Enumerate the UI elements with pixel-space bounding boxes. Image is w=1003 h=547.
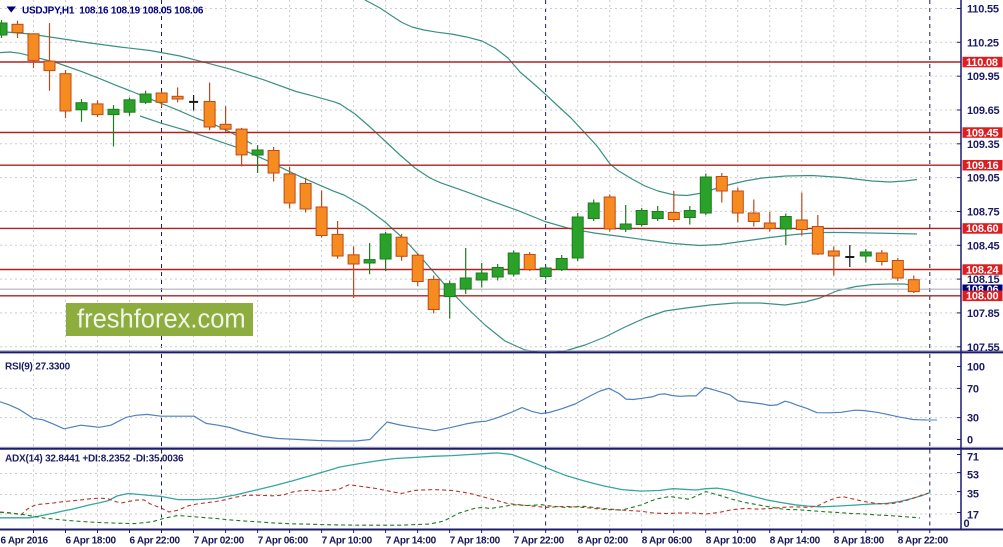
- svg-text:8 Apr 14:00: 8 Apr 14:00: [770, 536, 821, 547]
- svg-text:71: 71: [967, 452, 979, 464]
- svg-text:RSI(9) 27.3300: RSI(9) 27.3300: [5, 362, 71, 373]
- svg-text:6 Apr 18:00: 6 Apr 18:00: [66, 536, 117, 547]
- svg-text:109.05: 109.05: [967, 173, 1000, 185]
- svg-text:107.85: 107.85: [967, 308, 1000, 320]
- svg-text:0: 0: [967, 435, 973, 447]
- svg-text:7 Apr 02:00: 7 Apr 02:00: [194, 536, 245, 547]
- svg-text:17: 17: [967, 510, 979, 522]
- svg-text:USDJPY,H1 108.16 108.19 108.0: USDJPY,H1 108.16 108.19 108.05 108.06: [22, 6, 204, 17]
- svg-text:35: 35: [967, 489, 979, 501]
- svg-text:ADX(14) 32.8441 +DI:8.2352 -DI: ADX(14) 32.8441 +DI:8.2352 -DI:35.0036: [5, 454, 184, 465]
- svg-text:7 Apr 18:00: 7 Apr 18:00: [450, 536, 501, 547]
- svg-text:7 Apr 10:00: 7 Apr 10:00: [322, 536, 373, 547]
- svg-text:108.45: 108.45: [967, 240, 1000, 252]
- svg-text:109.16: 109.16: [966, 160, 999, 172]
- svg-text:7 Apr 06:00: 7 Apr 06:00: [258, 536, 309, 547]
- svg-text:8 Apr 10:00: 8 Apr 10:00: [706, 536, 757, 547]
- svg-text:6 Apr 2016: 6 Apr 2016: [1, 536, 49, 547]
- svg-text:8 Apr 18:00: 8 Apr 18:00: [834, 536, 885, 547]
- svg-text:8 Apr 02:00: 8 Apr 02:00: [578, 536, 629, 547]
- svg-text:0: 0: [964, 518, 970, 530]
- svg-text:108.75: 108.75: [967, 207, 1000, 219]
- svg-text:70: 70: [967, 383, 979, 395]
- svg-text:30: 30: [967, 413, 979, 425]
- svg-text:110.55: 110.55: [967, 4, 999, 16]
- svg-text:53: 53: [967, 470, 979, 482]
- svg-text:107.55: 107.55: [967, 342, 1000, 354]
- svg-text:109.65: 109.65: [967, 105, 1000, 117]
- svg-text:8 Apr 22:00: 8 Apr 22:00: [898, 536, 949, 547]
- svg-text:7 Apr 22:00: 7 Apr 22:00: [514, 536, 565, 547]
- svg-text:109.95: 109.95: [967, 71, 1000, 83]
- svg-text:109.35: 109.35: [967, 139, 1000, 151]
- svg-text:6 Apr 22:00: 6 Apr 22:00: [130, 536, 181, 547]
- svg-text:108.60: 108.60: [966, 223, 999, 235]
- svg-text:7 Apr 14:00: 7 Apr 14:00: [386, 536, 437, 547]
- svg-text:108.15: 108.15: [967, 274, 1000, 286]
- svg-text:freshforex.com: freshforex.com: [77, 306, 246, 334]
- svg-text:100: 100: [967, 362, 985, 374]
- svg-text:8 Apr 06:00: 8 Apr 06:00: [642, 536, 693, 547]
- svg-text:108.24: 108.24: [966, 264, 1000, 276]
- svg-text:108.00: 108.00: [966, 291, 999, 303]
- svg-text:109.45: 109.45: [966, 127, 999, 139]
- svg-text:110.08: 110.08: [966, 57, 998, 69]
- svg-text:110.25: 110.25: [967, 37, 999, 49]
